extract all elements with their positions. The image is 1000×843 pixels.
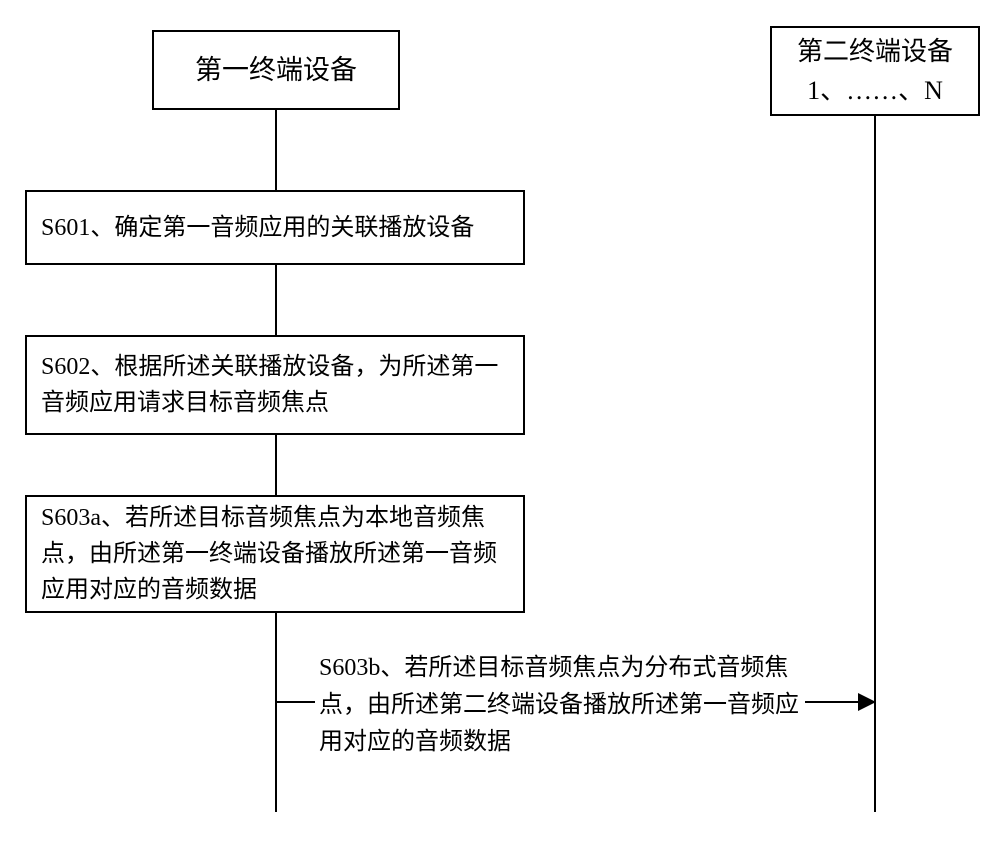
step-s602: S602、根据所述关联播放设备，为所述第一音频应用请求目标音频焦点 [25,335,525,435]
lane1-header: 第一终端设备 [152,30,400,110]
message-s603b-arrowhead [858,693,876,711]
connector-s602-to-s603a [275,435,277,495]
step-s601-text: S601、确定第一音频应用的关联播放设备 [41,210,474,246]
message-s603b-label: S603b、若所述目标音频焦点为分布式音频焦点，由所述第二终端设备播放所述第一音… [315,650,805,762]
connector-s601-to-s602 [275,265,277,335]
step-s603a: S603a、若所述目标音频焦点为本地音频焦点，由所述第一终端设备播放所述第一音频… [25,495,525,613]
step-s601: S601、确定第一音频应用的关联播放设备 [25,190,525,265]
message-s603b-text: S603b、若所述目标音频焦点为分布式音频焦点，由所述第二终端设备播放所述第一音… [319,655,799,755]
lifeline-lane1-lower [275,613,277,812]
connector-header1-to-s601 [275,110,277,190]
lane2-header-text: 第二终端设备1、……、N [797,32,953,110]
lane1-header-text: 第一终端设备 [195,50,357,91]
step-s602-text: S602、根据所述关联播放设备，为所述第一音频应用请求目标音频焦点 [41,349,509,421]
lane2-header: 第二终端设备1、……、N [770,26,980,116]
step-s603a-text: S603a、若所述目标音频焦点为本地音频焦点，由所述第一终端设备播放所述第一音频… [41,500,509,608]
